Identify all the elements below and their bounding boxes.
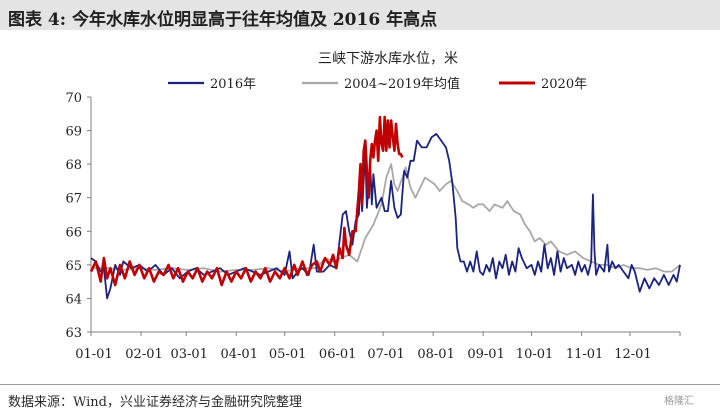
x-tick-label: 03-01 — [170, 347, 207, 362]
axes: 63 64 65 66 67 68 69 70 01-01 02-01 03-01 04-01 05-0… — [65, 91, 681, 362]
x-tick-label: 06-01 — [319, 347, 356, 362]
data-source: 数据来源：Wind，兴业证券经济与金融研究院整理 — [8, 395, 302, 410]
y-tick-label: 63 — [65, 326, 82, 341]
watermark-logo: 格隆汇 — [664, 396, 694, 407]
series-layer — [89, 115, 681, 300]
x-tick-label: 11-01 — [566, 347, 603, 362]
y-tick-label: 70 — [65, 91, 82, 106]
y-tick-label: 65 — [65, 259, 82, 274]
x-tick-label: 07-01 — [367, 347, 404, 362]
y-tick-label: 67 — [65, 192, 82, 207]
x-tick-label: 09-01 — [467, 347, 504, 362]
figure-title: 图表 4: 今年水库水位明显高于往年均值及 2016 年高点 — [8, 10, 438, 30]
legend: 2016年 2004~2019年均值 2020年 — [168, 76, 587, 92]
legend-label: 2016年 — [210, 77, 256, 92]
x-tick-label: 10-01 — [516, 347, 553, 362]
legend-label: 2004~2019年均值 — [344, 76, 460, 92]
footer-divider — [0, 384, 720, 385]
y-tick-label: 68 — [65, 158, 82, 173]
x-tick-label: 08-01 — [417, 347, 454, 362]
legend-label: 2020年 — [541, 77, 587, 92]
x-tick-label: 02-01 — [125, 347, 162, 362]
chart-title: 三峡下游水库水位，米 — [318, 51, 458, 67]
y-tick-label: 69 — [65, 125, 82, 140]
x-tick-label: 05-01 — [269, 347, 306, 362]
x-tick-label: 12-01 — [614, 347, 651, 362]
figure-header: 图表 4: 今年水库水位明显高于往年均值及 2016 年高点 — [0, 0, 720, 30]
series-line-2020 — [89, 115, 404, 287]
water-level-chart: 三峡下游水库水位，米 2016年 2004~2019年均值 2020年 63 64 65… — [65, 51, 681, 362]
y-tick-label: 66 — [65, 225, 82, 240]
x-tick-label: 04-01 — [220, 347, 257, 362]
x-tick-label: 01-01 — [75, 347, 112, 362]
y-tick-label: 64 — [65, 292, 82, 307]
